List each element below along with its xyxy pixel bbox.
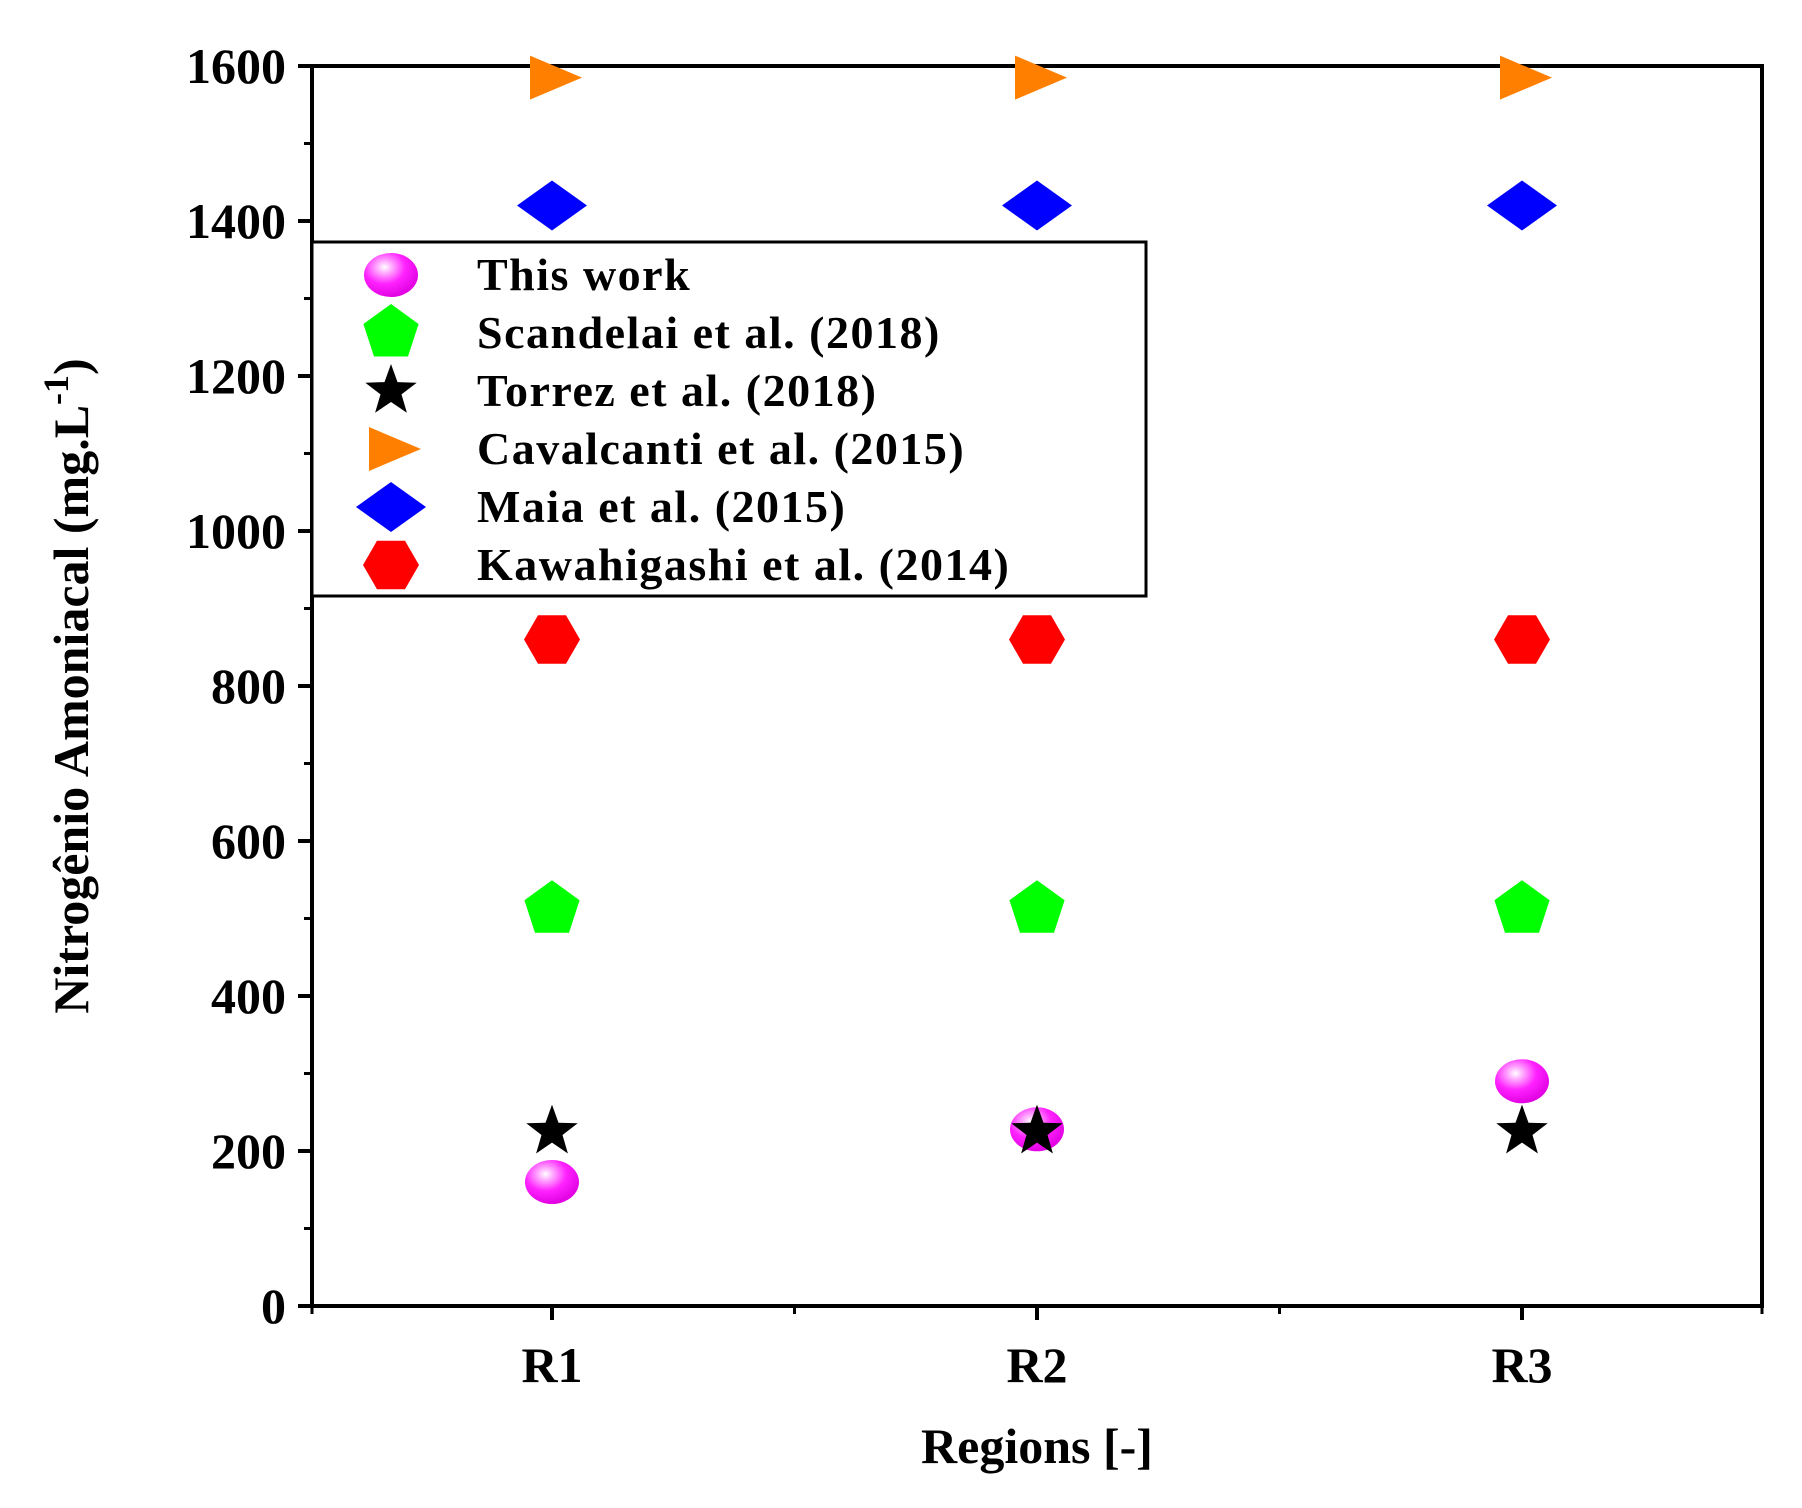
y-tick-label: 1400 xyxy=(186,193,286,249)
marker-torrez-et-al-2018-r3 xyxy=(1496,1104,1548,1154)
marker-kawahigashi-et-al-2014-r3 xyxy=(1494,615,1550,664)
y-title-close: ) xyxy=(43,358,99,375)
y-tick-label: 1600 xyxy=(186,38,286,94)
legend-label: Scandelai et al. (2018) xyxy=(477,307,941,358)
y-title-superscript: -1 xyxy=(36,375,76,405)
y-tick-label: 200 xyxy=(211,1123,286,1179)
y-title-main: Nitrogênio Amoniacal (mg.L xyxy=(43,405,99,1014)
y-tick-label: 1000 xyxy=(186,503,286,559)
legend-box xyxy=(310,240,1148,598)
legend-label: Cavalcanti et al. (2015) xyxy=(477,423,965,474)
y-tick-label: 1200 xyxy=(186,348,286,404)
marker-this-work-r1 xyxy=(525,1160,579,1204)
marker-maia-et-al-2015-r3 xyxy=(1487,180,1557,231)
marker-torrez-et-al-2018-r2 xyxy=(1011,1104,1063,1154)
x-tick-label: R1 xyxy=(521,1337,582,1393)
y-tick-label: 0 xyxy=(261,1278,286,1334)
marker-torrez-et-al-2018-r1 xyxy=(526,1104,578,1154)
marker-maia-et-al-2015-r1 xyxy=(517,180,587,231)
y-axis-title: Nitrogênio Amoniacal (mg.L-1) xyxy=(36,358,99,1013)
y-tick-label: 800 xyxy=(211,658,286,714)
x-axis: R1 R2 R3 xyxy=(310,1306,1764,1393)
x-tick-label: R3 xyxy=(1491,1337,1552,1393)
marker-scandelai-et-al-2018-r1 xyxy=(524,880,580,933)
y-tick-label: 600 xyxy=(211,813,286,869)
y-axis: 0 200 400 600 800 1000 1200 1400 1600 xyxy=(186,38,312,1334)
legend-marker xyxy=(363,304,419,357)
legend-label: Maia et al. (2015) xyxy=(477,481,846,532)
legend-label: Torrez et al. (2018) xyxy=(477,365,877,416)
legend-marker xyxy=(364,253,418,297)
legend-label: This work xyxy=(477,249,691,300)
marker-kawahigashi-et-al-2014-r1 xyxy=(524,615,580,664)
marker-cavalcanti-et-al-2015-r1 xyxy=(530,55,582,100)
marker-maia-et-al-2015-r2 xyxy=(1002,180,1072,231)
legend: This work Scandelai et al. (2018) Torrez e… xyxy=(310,240,1148,598)
y-tick-label: 400 xyxy=(211,968,286,1024)
legend-marker xyxy=(369,427,421,471)
marker-cavalcanti-et-al-2015-r2 xyxy=(1015,55,1067,100)
legend-marker xyxy=(365,364,417,413)
marker-scandelai-et-al-2018-r3 xyxy=(1494,880,1550,933)
marker-kawahigashi-et-al-2014-r2 xyxy=(1009,615,1065,664)
legend-marker xyxy=(356,482,426,532)
x-axis-title: Regions [-] xyxy=(921,1418,1153,1474)
marker-this-work-r3 xyxy=(1495,1059,1549,1104)
marker-scandelai-et-al-2018-r2 xyxy=(1009,880,1065,933)
legend-label: Kawahigashi et al. (2014) xyxy=(477,539,1010,590)
legend-marker xyxy=(363,540,419,590)
data-markers xyxy=(517,55,1557,1204)
marker-cavalcanti-et-al-2015-r3 xyxy=(1500,55,1552,100)
x-tick-label: R2 xyxy=(1006,1337,1067,1393)
